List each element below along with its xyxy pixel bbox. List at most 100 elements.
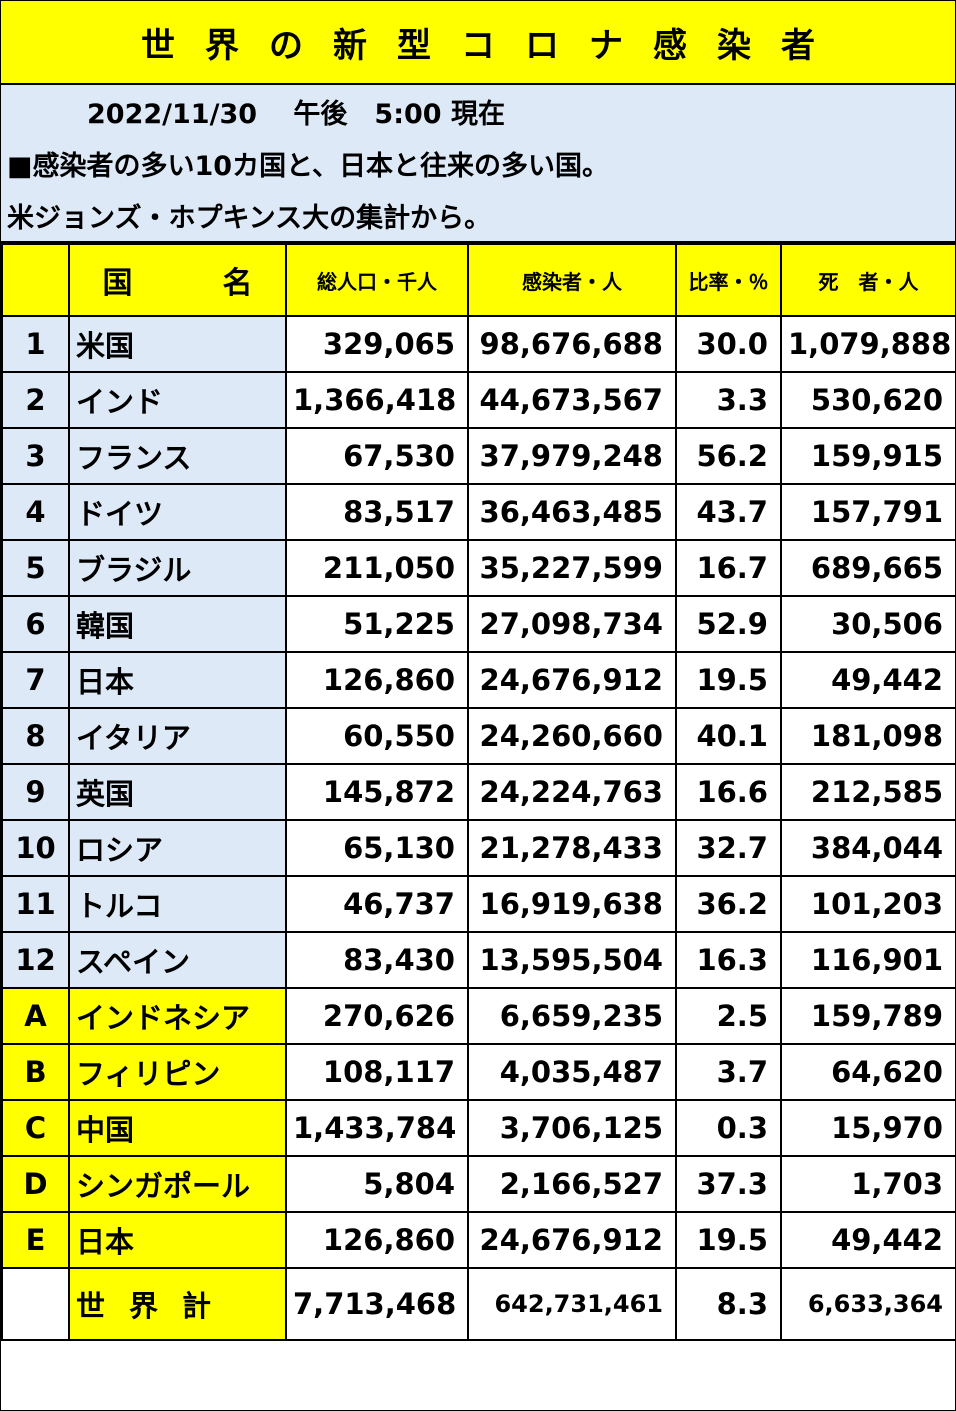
table-row: A インドネシア 270,626 6,659,235 2.5 159,789 — [1, 987, 956, 1045]
total-row: 世界計 7,713,468 642,731,461 8.3 6,633,364 — [1, 1267, 956, 1341]
country-cell: ロシア — [68, 819, 287, 877]
ratio-cell: 0.3 — [675, 1099, 782, 1157]
cases-cell: 24,260,660 — [467, 707, 677, 765]
ratio-cell: 16.6 — [675, 763, 782, 821]
total-population-cell: 7,713,468 — [285, 1267, 469, 1341]
index-cell: 5 — [1, 539, 70, 597]
cases-cell: 24,676,912 — [467, 1211, 677, 1269]
country-cell: イタリア — [68, 707, 287, 765]
index-cell: 7 — [1, 651, 70, 709]
cases-cell: 35,227,599 — [467, 539, 677, 597]
total-label-cell: 世界計 — [68, 1267, 287, 1341]
deaths-cell: 384,044 — [780, 819, 956, 877]
population-cell: 270,626 — [285, 987, 469, 1045]
ratio-cell: 43.7 — [675, 483, 782, 541]
table-row: 3 フランス 67,530 37,979,248 56.2 159,915 — [1, 427, 956, 485]
index-cell: C — [1, 1099, 70, 1157]
index-cell: E — [1, 1211, 70, 1269]
index-cell: 2 — [1, 371, 70, 429]
cases-cell: 24,224,763 — [467, 763, 677, 821]
population-cell: 83,430 — [285, 931, 469, 989]
table-row: 8 イタリア 60,550 24,260,660 40.1 181,098 — [1, 707, 956, 765]
index-cell: 4 — [1, 483, 70, 541]
index-cell: 6 — [1, 595, 70, 653]
deaths-cell: 530,620 — [780, 371, 956, 429]
ratio-cell: 3.7 — [675, 1043, 782, 1101]
data-table: 国 名 総人口・千人 感染者・人 比率・％ 死 者・人 1 米国 329,065 98… — [1, 243, 956, 1341]
ratio-cell: 16.3 — [675, 931, 782, 989]
ratio-cell: 19.5 — [675, 651, 782, 709]
cases-cell: 6,659,235 — [467, 987, 677, 1045]
cases-cell: 37,979,248 — [467, 427, 677, 485]
population-cell: 51,225 — [285, 595, 469, 653]
population-cell: 329,065 — [285, 315, 469, 373]
table-row: 2 インド 1,366,418 44,673,567 3.3 530,620 — [1, 371, 956, 429]
country-cell: シンガポール — [68, 1155, 287, 1213]
country-cell: 日本 — [68, 1211, 287, 1269]
cases-cell: 44,673,567 — [467, 371, 677, 429]
note-line-1: ■感染者の多い10カ国と、日本と往来の多い国。 — [7, 150, 610, 182]
cases-cell: 27,098,734 — [467, 595, 677, 653]
cases-cell: 21,278,433 — [467, 819, 677, 877]
ratio-cell: 16.7 — [675, 539, 782, 597]
table-row: B フィリピン 108,117 4,035,487 3.7 64,620 — [1, 1043, 956, 1101]
country-cell: 米国 — [68, 315, 287, 373]
table-row: E 日本 126,860 24,676,912 19.5 49,442 — [1, 1211, 956, 1269]
header-deaths: 死 者・人 — [780, 243, 956, 317]
total-cases-cell: 642,731,461 — [467, 1267, 677, 1341]
country-cell: フィリピン — [68, 1043, 287, 1101]
table-row: D シンガポール 5,804 2,166,527 37.3 1,703 — [1, 1155, 956, 1213]
country-cell: 日本 — [68, 651, 287, 709]
deaths-cell: 49,442 — [780, 1211, 956, 1269]
country-cell: スペイン — [68, 931, 287, 989]
datetime-text: 2022/11/30 午後 5:00 現在 — [87, 98, 505, 130]
ratio-cell: 40.1 — [675, 707, 782, 765]
table-row: 6 韓国 51,225 27,098,734 52.9 30,506 — [1, 595, 956, 653]
country-cell: フランス — [68, 427, 287, 485]
table-row: C 中国 1,433,784 3,706,125 0.3 15,970 — [1, 1099, 956, 1157]
country-cell: トルコ — [68, 875, 287, 933]
deaths-cell: 689,665 — [780, 539, 956, 597]
ratio-cell: 56.2 — [675, 427, 782, 485]
info-block: 2022/11/30 午後 5:00 現在 ■感染者の多い10カ国と、日本と往来… — [1, 85, 955, 243]
index-cell: 12 — [1, 931, 70, 989]
table-row: 7 日本 126,860 24,676,912 19.5 49,442 — [1, 651, 956, 709]
ratio-cell: 30.0 — [675, 315, 782, 373]
table-row: 5 ブラジル 211,050 35,227,599 16.7 689,665 — [1, 539, 956, 597]
population-cell: 60,550 — [285, 707, 469, 765]
cases-cell: 24,676,912 — [467, 651, 677, 709]
population-cell: 126,860 — [285, 651, 469, 709]
index-cell: 11 — [1, 875, 70, 933]
population-cell: 145,872 — [285, 763, 469, 821]
ratio-cell: 3.3 — [675, 371, 782, 429]
population-cell: 1,366,418 — [285, 371, 469, 429]
ratio-cell: 52.9 — [675, 595, 782, 653]
deaths-cell: 64,620 — [780, 1043, 956, 1101]
table-row: 11 トルコ 46,737 16,919,638 36.2 101,203 — [1, 875, 956, 933]
header-index — [1, 243, 70, 317]
deaths-cell: 1,079,888 — [780, 315, 956, 373]
table-row: 1 米国 329,065 98,676,688 30.0 1,079,888 — [1, 315, 956, 373]
index-cell: 9 — [1, 763, 70, 821]
total-index-cell — [1, 1267, 70, 1341]
deaths-cell: 212,585 — [780, 763, 956, 821]
index-cell: 3 — [1, 427, 70, 485]
table-row: 12 スペイン 83,430 13,595,504 16.3 116,901 — [1, 931, 956, 989]
population-cell: 67,530 — [285, 427, 469, 485]
deaths-cell: 15,970 — [780, 1099, 956, 1157]
deaths-cell: 159,789 — [780, 987, 956, 1045]
page-title: 世界の新型コロナ感染者 — [141, 25, 845, 66]
ratio-cell: 32.7 — [675, 819, 782, 877]
deaths-cell: 49,442 — [780, 651, 956, 709]
country-cell: 英国 — [68, 763, 287, 821]
index-cell: 10 — [1, 819, 70, 877]
deaths-cell: 101,203 — [780, 875, 956, 933]
header-country: 国 名 — [68, 243, 287, 317]
ratio-cell: 19.5 — [675, 1211, 782, 1269]
table-row: 10 ロシア 65,130 21,278,433 32.7 384,044 — [1, 819, 956, 877]
deaths-cell: 30,506 — [780, 595, 956, 653]
table-row: 9 英国 145,872 24,224,763 16.6 212,585 — [1, 763, 956, 821]
header-cases: 感染者・人 — [467, 243, 677, 317]
cases-cell: 4,035,487 — [467, 1043, 677, 1101]
